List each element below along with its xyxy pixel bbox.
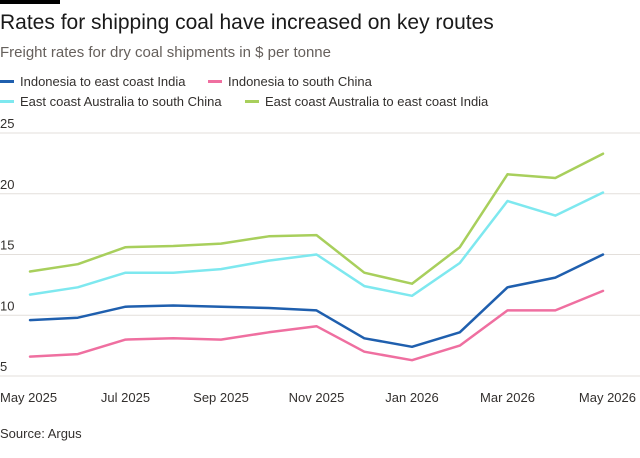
series-line-east-coast-australia-to-east-coast-india <box>28 152 605 285</box>
chart-subtitle: Freight rates for dry coal shipments in … <box>0 44 331 61</box>
chart-title: Rates for shipping coal have increased o… <box>0 11 494 34</box>
legend-swatch-australia-india <box>245 99 259 103</box>
x-tick-label: May 2025 <box>0 390 57 405</box>
x-tick-label: Sep 2025 <box>193 390 249 405</box>
chart-legend: Indonesia to east coast India Indonesia … <box>0 71 640 111</box>
source-note: Source: Argus <box>0 426 82 441</box>
legend-item-australia-india: East coast Australia to east coast India <box>245 91 488 111</box>
y-tick-label-25: 25 <box>0 116 14 131</box>
legend-item-indonesia-india: Indonesia to east coast India <box>0 71 186 91</box>
series-line-east-coast-australia-to-south-china <box>28 191 605 298</box>
legend-swatch-indonesia-china <box>208 79 222 83</box>
line-chart: 5 10 15 20 25 May 2025 Jul 2025 Sep 2025 Nov 202… <box>0 116 640 405</box>
x-tick-label: Jul 2025 <box>101 390 150 405</box>
legend-label-australia-china: East coast Australia to south China <box>20 93 222 109</box>
series-line-indonesia-to-east-coast-india <box>28 253 605 349</box>
brand-bar <box>0 0 60 4</box>
legend-swatch-australia-china <box>0 99 14 103</box>
legend-label-indonesia-india: Indonesia to east coast India <box>20 73 186 89</box>
y-tick-label-10: 10 <box>0 298 14 313</box>
y-tick-label-5: 5 <box>0 359 7 374</box>
x-tick-label: Nov 2025 <box>289 390 345 405</box>
y-tick-label-15: 15 <box>0 238 14 253</box>
legend-label-australia-india: East coast Australia to east coast India <box>265 93 489 109</box>
legend-item-australia-china: East coast Australia to south China <box>0 91 222 111</box>
series-line-indonesia-to-south-china <box>28 289 605 362</box>
legend-item-indonesia-china: Indonesia to south China <box>208 71 372 91</box>
legend-label-indonesia-china: Indonesia to south China <box>228 73 372 89</box>
y-tick-label-20: 20 <box>0 177 14 192</box>
x-tick-label: Jan 2026 <box>385 390 439 405</box>
x-tick-label: Mar 2026 <box>480 390 535 405</box>
x-tick-label: May 2026 <box>579 390 636 405</box>
legend-swatch-indonesia-india <box>0 79 14 83</box>
